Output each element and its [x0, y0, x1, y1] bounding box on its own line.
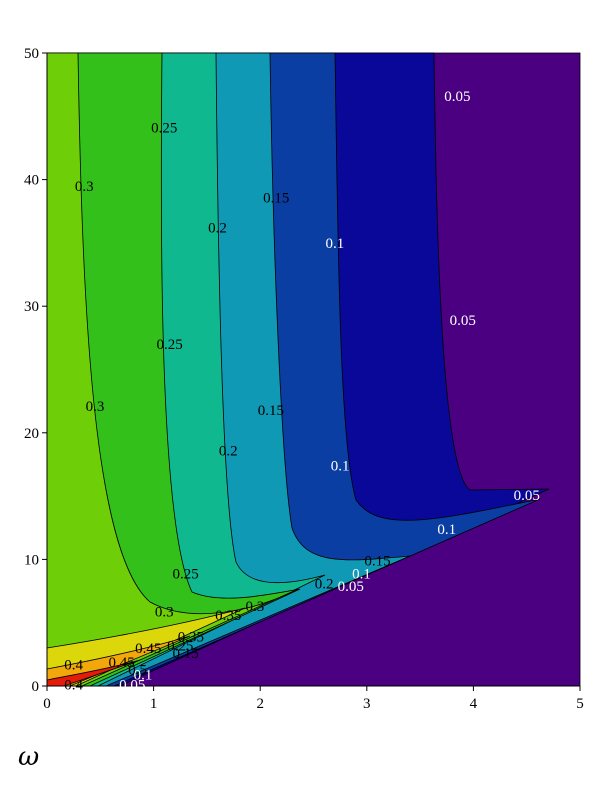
contour-label: 0.2 [219, 444, 238, 460]
contour-label: 0.3 [245, 599, 264, 615]
y-tick-label: 40 [24, 173, 39, 189]
y-tick-label: 20 [24, 426, 39, 442]
y-tick-label: 50 [24, 46, 39, 62]
contour-label: 0.35 [178, 630, 204, 646]
contour-regions [46, 52, 581, 687]
contour-label: 0.15 [172, 646, 198, 662]
x-axis-label: ω [18, 742, 40, 772]
contour-labels: 0.050.050.050.050.050.10.10.10.10.10.150… [64, 89, 540, 694]
contour-label: 0.2 [315, 576, 334, 592]
contour-label: 0.15 [263, 190, 289, 206]
contour-label: 0.15 [258, 403, 284, 419]
contour-label: 0.1 [325, 236, 344, 252]
contour-label: 0.15 [364, 554, 390, 570]
contour-label: 0.3 [75, 179, 94, 195]
contour-label: 0.1 [437, 522, 456, 538]
contour-label: 0.5 [128, 663, 147, 679]
contour-label: 0.3 [86, 399, 105, 415]
y-tick-label: 30 [24, 299, 39, 315]
contour-label: 0.1 [352, 566, 371, 582]
contour-label: 0.05 [450, 313, 476, 329]
x-tick-label: 4 [470, 696, 478, 712]
axes [42, 52, 581, 691]
contour-region-level-0-50 [46, 659, 141, 687]
contour-label: 0.4 [64, 657, 83, 673]
x-tick-label: 5 [576, 696, 584, 712]
contour-label: 0.1 [134, 668, 153, 684]
contour-label: 0.1 [331, 459, 350, 475]
x-tick-label: 3 [363, 696, 371, 712]
contour-label: 0.4 [64, 678, 83, 694]
contour-region-level-0-30 [46, 52, 297, 687]
contour-label: 0.25 [172, 566, 198, 582]
x-tick-label: 2 [256, 696, 264, 712]
contour-label: 0.25 [151, 121, 177, 137]
contour-label: 0.05 [514, 488, 540, 504]
contour-label: 0.05 [444, 89, 470, 105]
contour-label: 0.35 [215, 608, 241, 624]
x-tick-label: 0 [43, 696, 51, 712]
contour-label: 0.25 [156, 337, 182, 353]
contour-label: 0.45 [135, 641, 161, 657]
contour-label: 0.05 [338, 579, 364, 595]
y-tick-label: 0 [32, 679, 40, 695]
contour-label: 0.25 [167, 638, 193, 654]
x-tick-label: 1 [150, 696, 158, 712]
y-tick-label: 10 [24, 552, 39, 568]
contour-label: 0.2 [208, 221, 227, 237]
contour-label: 0.05 [119, 678, 145, 694]
contour-label: 0.3 [155, 604, 174, 620]
contour-label: 0.45 [108, 655, 134, 671]
